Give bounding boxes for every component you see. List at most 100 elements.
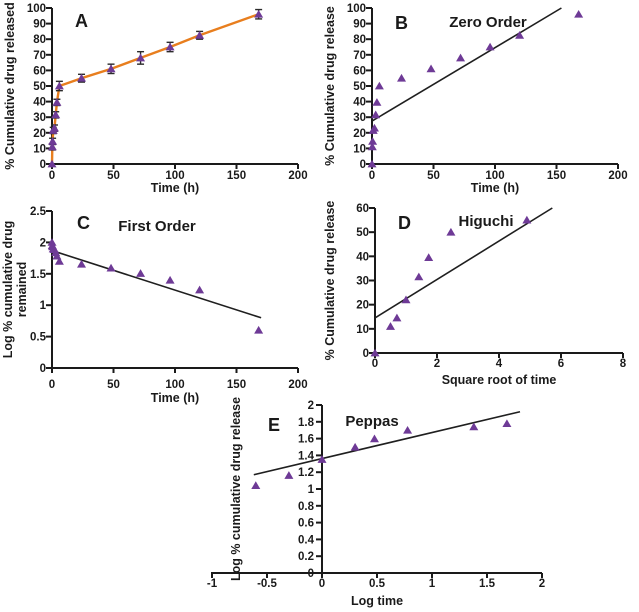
x-tick-label: 150 <box>227 379 246 391</box>
y-tick-label: 90 <box>353 19 366 31</box>
x-tick-label: 0 <box>369 170 375 182</box>
panel-a-cumulative-release: 0 50 100 150 200 0 10 20 30 40 50 60 70 80 90 100 Time (… <box>0 0 320 195</box>
y-tick-label: 90 <box>33 19 46 31</box>
y-axis-label: % Cumulative drug released <box>3 2 17 169</box>
y-axis-label: % Cumulative drug release <box>323 6 337 166</box>
fit-line <box>253 410 521 476</box>
y-tick-label: 60 <box>353 65 366 77</box>
x-tick-label: 6 <box>558 358 564 370</box>
y-tick-label: 0 <box>360 159 366 171</box>
panel-letter: A <box>75 11 88 31</box>
y-tick-label: 0.5 <box>30 332 47 344</box>
data-point-marker <box>367 159 377 168</box>
data-point-marker <box>446 227 456 236</box>
y-tick-label: 70 <box>33 50 46 62</box>
data-point-marker <box>106 64 116 73</box>
y-tick-label: 10 <box>33 143 46 155</box>
x-tick-label: 1.5 <box>479 578 496 590</box>
panel-letter: E <box>268 415 280 435</box>
y-tick-label: 10 <box>356 324 369 336</box>
y-axis-label: Log % cumulative drug <box>1 221 15 359</box>
panel-letter: C <box>77 213 90 233</box>
data-point-marker <box>106 263 116 272</box>
data-point-marker <box>386 322 395 330</box>
data-point-marker <box>374 81 384 90</box>
y-tick-label: 1.5 <box>30 269 47 281</box>
x-tick-label: 2 <box>434 358 440 370</box>
y-tick-label: 30 <box>356 276 369 288</box>
data-point-marker <box>469 422 479 431</box>
panel-title: Higuchi <box>459 213 514 230</box>
x-tick-label: 50 <box>427 170 440 182</box>
x-tick-label: 0 <box>49 170 55 182</box>
data-point-marker <box>54 81 64 90</box>
x-axis-label: Time (h) <box>151 181 199 195</box>
y-tick-label: 0 <box>40 159 46 171</box>
y-tick-label: 70 <box>353 50 366 62</box>
x-axis-label: Time (h) <box>151 391 199 405</box>
data-point-marker <box>77 73 87 82</box>
panel-e-peppas: -1 -0.5 0 0.5 1 1.5 2 0 0.2 0.4 0.6 0.8 1 1.2 1.4 1.6 1.… <box>140 390 620 612</box>
y-axis-label: % Cumulative drug release <box>323 201 337 361</box>
y-tick-label: 20 <box>356 300 369 312</box>
x-tick-label: 150 <box>227 170 246 182</box>
y-tick-label: 1.6 <box>298 434 314 446</box>
y-tick-label: 30 <box>353 112 366 124</box>
panel-e-chart: -1 -0.5 0 0.5 1 1.5 2 0 0.2 0.4 0.6 0.8 1 1.2 1.4 1.6 1.… <box>207 397 545 608</box>
y-tick-label: 1.4 <box>298 450 315 462</box>
data-point-marker <box>485 42 495 51</box>
data-point-marker <box>574 9 584 18</box>
panel-c-chart: 0 50 100 150 200 0 0.5 1 1.5 2 2.5 Time (h) Log % cu… <box>1 206 308 405</box>
data-point-marker <box>136 53 146 62</box>
y-tick-label: 40 <box>356 251 369 263</box>
data-point-marker <box>284 471 294 479</box>
y-tick-label: 2 <box>308 400 314 412</box>
data-point-marker <box>195 285 205 294</box>
data-point-marker <box>522 215 532 224</box>
data-point-marker <box>369 123 379 132</box>
data-point-marker <box>414 272 424 281</box>
y-tick-label: 0.2 <box>298 551 314 563</box>
y-tick-label: 0.8 <box>298 501 315 513</box>
data-point-marker <box>54 257 64 265</box>
panel-c-first-order: 0 50 100 150 200 0 0.5 1 1.5 2 2.5 Time (h) Log % cu… <box>0 195 320 407</box>
x-tick-label: 1 <box>429 578 436 590</box>
panel-title: First Order <box>118 218 196 235</box>
y-tick-label: 0 <box>363 348 369 360</box>
data-point-marker <box>370 348 380 357</box>
y-tick-label: 60 <box>33 65 46 77</box>
y-tick-label: 50 <box>353 81 366 93</box>
x-axis-label: Log time <box>351 594 403 608</box>
data-point-marker <box>401 295 411 304</box>
data-point-marker <box>317 455 327 463</box>
y-tick-label: 2.5 <box>30 206 47 218</box>
y-tick-label: 60 <box>356 203 369 215</box>
x-tick-label: 100 <box>485 170 504 182</box>
data-point-marker <box>392 313 402 322</box>
data-point-marker <box>369 434 379 443</box>
data-point-marker <box>426 64 436 73</box>
x-tick-label: 0 <box>319 578 325 590</box>
y-tick-label: 0.6 <box>298 518 314 530</box>
y-axis-label: remained <box>15 262 29 318</box>
y-tick-label: 50 <box>33 81 46 93</box>
panel-d-higuchi: 0 2 4 6 8 0 10 20 30 40 50 60 Square root of time % C… <box>320 195 639 400</box>
data-point-marker <box>350 442 360 451</box>
y-tick-label: 100 <box>27 3 46 15</box>
data-point-marker <box>456 53 466 62</box>
data-point-marker <box>515 31 525 39</box>
y-tick-label: 40 <box>33 97 46 109</box>
x-tick-label: 0 <box>372 358 378 370</box>
y-tick-label: 20 <box>353 128 366 140</box>
data-point-marker <box>251 481 261 489</box>
y-tick-label: 20 <box>33 128 46 140</box>
panel-title: Peppas <box>345 413 398 430</box>
panel-letter: B <box>395 13 408 33</box>
data-point-marker <box>48 137 58 145</box>
x-tick-label: 4 <box>496 358 503 370</box>
x-tick-label: 100 <box>165 379 184 391</box>
data-point-marker <box>136 269 146 277</box>
data-point-marker <box>77 259 87 268</box>
